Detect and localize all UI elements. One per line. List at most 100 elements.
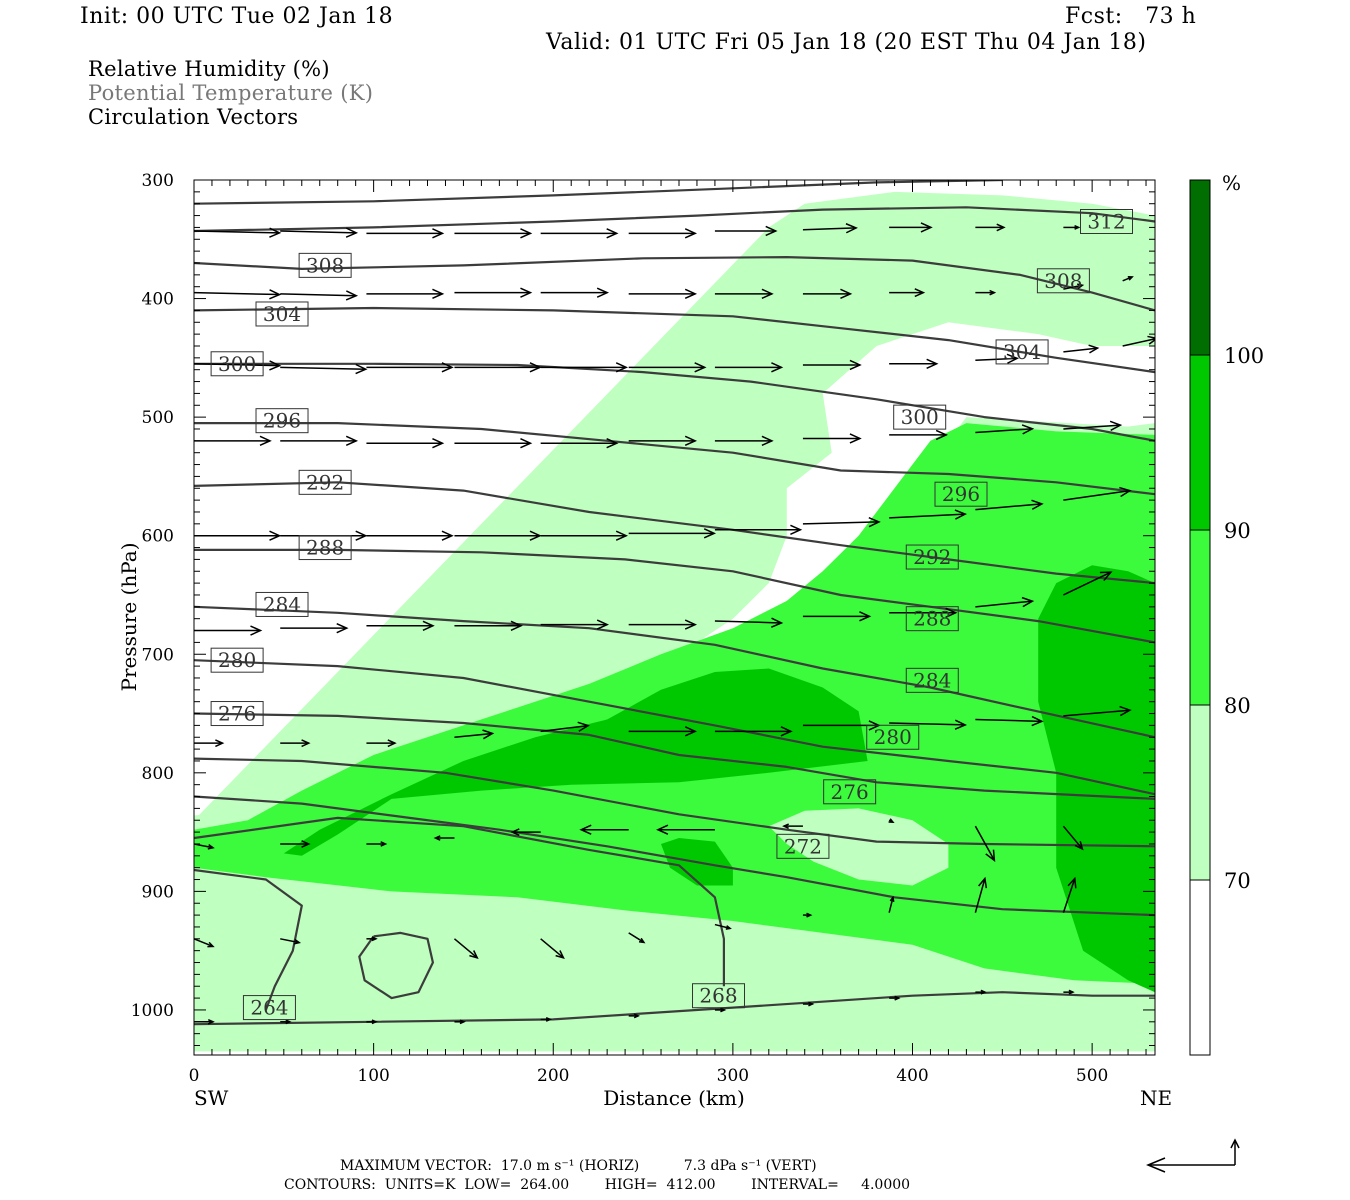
vector-arrow — [540, 287, 610, 298]
svg-text:292: 292 — [306, 470, 344, 494]
vector-arrow — [1063, 989, 1075, 995]
colorbar-level-label: 90 — [1224, 519, 1251, 543]
vector-arrow — [628, 932, 646, 944]
svg-text:280: 280 — [218, 648, 256, 672]
theta-label-288: 288 — [905, 606, 959, 632]
vector-arrow — [366, 841, 388, 847]
vector-arrow — [1154, 910, 1155, 913]
vector-arrow — [975, 424, 1035, 435]
vector-arrow — [889, 607, 958, 618]
svg-text:288: 288 — [913, 607, 951, 631]
theta-label-264: 264 — [242, 995, 296, 1021]
theta-label-272: 272 — [776, 833, 830, 859]
vector-arrow — [366, 1019, 378, 1025]
vector-arrow — [1062, 825, 1084, 851]
vector-arrow — [628, 228, 698, 239]
forecast-hour: Fcst: 73 h — [1065, 4, 1197, 29]
vector-arrow — [194, 739, 225, 748]
theta-contour-320 — [194, 180, 1003, 205]
vector-arrow — [1063, 571, 1113, 596]
vector-arrow — [194, 227, 282, 238]
vector-arrow — [454, 228, 533, 239]
vector-arrow — [889, 429, 948, 441]
vector-arrow — [975, 289, 997, 296]
init-time: Init: 00 UTC Tue 02 Jan 18 — [80, 4, 394, 29]
vector-arrow — [579, 824, 629, 835]
legend-relative-humidity: Relative Humidity (%) — [88, 57, 330, 81]
theta-side-label-300: 300 — [210, 351, 264, 377]
vector-arrow — [1122, 276, 1134, 282]
theta-label-276: 276 — [823, 779, 877, 805]
colorbar-segment — [1190, 355, 1210, 530]
vector-arrow — [366, 362, 454, 373]
vector-arrow — [454, 530, 542, 541]
vector-arrow — [714, 288, 774, 300]
vector-arrow — [540, 362, 629, 373]
vector-arrow — [975, 223, 1006, 232]
vector-arrow — [194, 843, 215, 850]
theta-side-label-284: 284 — [255, 591, 309, 617]
svg-text:296: 296 — [942, 482, 980, 506]
theta-label-312: 312 — [1080, 208, 1134, 234]
vector-arrow — [540, 938, 565, 959]
vector-arrow — [280, 840, 311, 848]
theta-label-292: 292 — [905, 544, 959, 570]
theta-side-label-292: 292 — [298, 469, 352, 495]
vector-arrow — [194, 625, 263, 636]
y-tick-label: 800 — [142, 764, 174, 784]
vector-arrow — [714, 726, 793, 737]
theta-side-label-296: 296 — [255, 408, 309, 434]
vector-arrow — [280, 435, 359, 447]
svg-text:276: 276 — [831, 780, 869, 804]
vector-arrow — [366, 438, 445, 449]
theta-side-label-288: 288 — [298, 535, 352, 561]
vector-arrow — [366, 739, 397, 748]
colorbar-level-label: 100 — [1224, 344, 1264, 368]
vector-arrow — [366, 936, 378, 942]
vector-arrow — [1063, 420, 1123, 432]
colorbar-segment — [1190, 180, 1210, 355]
vector-arrow — [974, 876, 988, 913]
colorbar-segment — [1190, 880, 1210, 1055]
vector-arrow — [433, 835, 455, 841]
vector-arrow — [1063, 705, 1132, 717]
legend-potential-temperature: Potential Temperature (K) — [88, 81, 374, 105]
valid-time: Valid: 01 UTC Fri 05 Jan 18 (20 EST Thu … — [546, 30, 1147, 55]
svg-text:268: 268 — [699, 984, 737, 1008]
rh-area-hole-0 — [768, 808, 949, 886]
vector-arrow — [628, 435, 698, 447]
vector-arrow — [280, 739, 311, 748]
vector-arrow — [888, 895, 895, 913]
vector-arrow — [1063, 224, 1081, 230]
y-tick-label: 1000 — [131, 1001, 174, 1021]
vector-arrow — [280, 227, 359, 238]
y-tick-label: 700 — [142, 645, 174, 665]
svg-text:308: 308 — [1044, 269, 1082, 293]
vector-arrow — [802, 516, 881, 528]
vector-arrow — [540, 721, 590, 733]
legend-circulation-vectors: Circulation Vectors — [88, 105, 299, 129]
axis-ticks: 300 400 500 600 700 800 900 1000 0 100 200 300 400 50… — [131, 171, 1155, 1086]
theta-label-284: 284 — [905, 667, 959, 693]
y-tick-label: 300 — [142, 171, 174, 191]
vector-arrow — [540, 619, 610, 630]
x-tick-label: 0 — [189, 1066, 200, 1086]
x-end-label-sw: SW — [194, 1086, 229, 1110]
vector-arrow — [889, 509, 967, 520]
vector-arrow — [782, 823, 803, 829]
vector-arrow — [454, 1019, 466, 1025]
vector-arrow — [540, 438, 619, 449]
vector-arrow — [454, 287, 533, 298]
theta-contour-268 — [194, 816, 726, 987]
vector-arrow — [454, 729, 495, 740]
theta-contour-304 — [194, 362, 1155, 442]
theta-contour-316 — [194, 206, 1155, 233]
vector-arrow — [540, 228, 619, 239]
svg-text:284: 284 — [263, 592, 301, 616]
y-tick-label: 500 — [142, 408, 174, 428]
x-tick-label: 200 — [537, 1066, 569, 1086]
theta-contour-264 — [194, 991, 1155, 1026]
vector-arrow — [802, 611, 872, 622]
vector-arrow — [280, 622, 349, 634]
